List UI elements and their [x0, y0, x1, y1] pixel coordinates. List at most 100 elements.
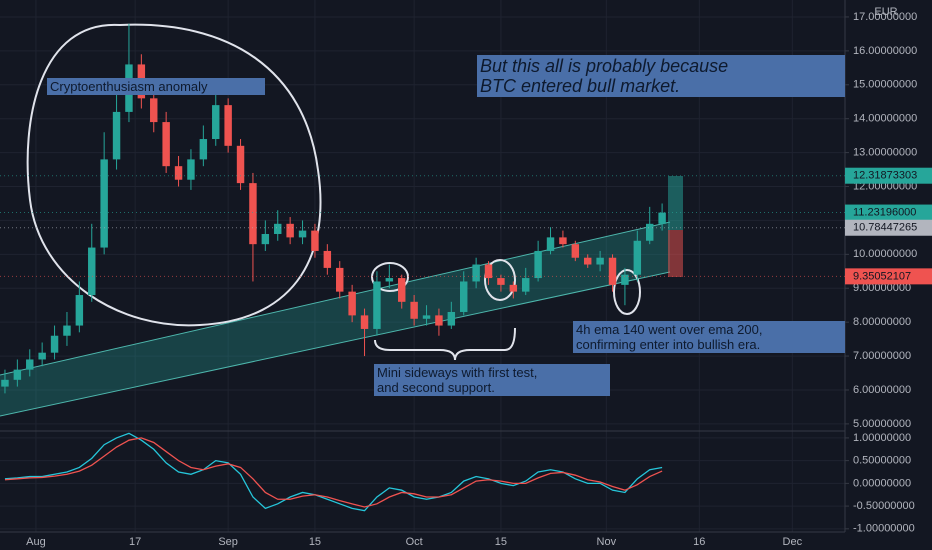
y-tick-label: 10.00000000	[853, 248, 917, 260]
candle-body	[174, 166, 183, 180]
candle-body	[472, 264, 480, 282]
candle-body	[63, 325, 71, 336]
x-tick-label: Sep	[218, 536, 238, 548]
channel-edge	[0, 221, 671, 376]
candle-body	[571, 244, 580, 258]
y-tick-label: 5.00000000	[853, 418, 911, 430]
indicator-line	[4, 437, 663, 508]
candle-body	[447, 311, 456, 326]
drawn-circle	[371, 262, 409, 292]
y-tick-label: 16.00000000	[853, 45, 917, 57]
channel-edge	[0, 271, 671, 417]
candle-body	[583, 257, 592, 265]
price-badge	[845, 268, 932, 285]
candle-body	[26, 359, 34, 370]
currency-label: EUR	[874, 6, 897, 18]
y-tick-label: 14.00000000	[853, 113, 917, 125]
y-tick-label: 7.00000000	[853, 350, 911, 362]
price-badge-label: 11.23196000	[853, 206, 916, 218]
channel	[0, 222, 670, 416]
y-tick-label: 1.00000000	[853, 432, 911, 444]
candle-body	[410, 301, 418, 319]
candle-body	[484, 264, 493, 279]
price-badge	[845, 204, 932, 221]
candle-body	[336, 267, 344, 292]
candle-body	[460, 281, 468, 312]
annotation: 4h ema 140 went over ema 200, confirming…	[573, 321, 845, 353]
y-tick-label: 17.00000000	[853, 11, 917, 23]
candle-body	[373, 281, 381, 329]
y-tick-label: 0.50000000	[853, 455, 911, 467]
annotation: Cryptoenthusiasm anomaly	[47, 78, 265, 95]
target-zone	[668, 176, 683, 230]
candle-body	[348, 291, 356, 316]
price-badge	[845, 219, 932, 236]
candle-body	[645, 223, 654, 241]
candle-body	[50, 335, 59, 353]
y-tick-label: 15.00000000	[853, 79, 917, 91]
candle-body	[546, 237, 555, 251]
candle-body	[658, 212, 666, 224]
drawn-circle	[26, 23, 322, 327]
price-badge-label: 9.35052107	[853, 270, 911, 282]
candle-body	[224, 105, 232, 146]
candle-body	[38, 352, 46, 360]
y-tick-label: 8.00000000	[853, 316, 911, 328]
candle-body	[608, 257, 617, 285]
candle-body	[88, 247, 96, 296]
stop-zone	[668, 230, 683, 277]
candle-body	[187, 159, 195, 180]
x-tick-label: Nov	[597, 536, 617, 548]
candle-body	[360, 315, 369, 329]
candle-body	[385, 278, 394, 282]
drawn-brace	[374, 327, 516, 361]
y-tick-label: 0.00000000	[853, 477, 911, 489]
candle-body	[522, 278, 530, 292]
candle-body	[199, 139, 208, 160]
drawn-circle	[613, 269, 641, 315]
candle-body	[1, 379, 9, 387]
y-tick-label: -1.00000000	[853, 523, 915, 535]
y-tick-label: -0.50000000	[853, 500, 915, 512]
candle-body	[398, 278, 406, 302]
price-badge-label: 10.78447265	[853, 222, 917, 234]
candle-body	[323, 250, 332, 268]
candle-body	[435, 315, 443, 326]
y-tick-label: 13.00000000	[853, 147, 917, 159]
candle-body	[236, 145, 245, 184]
indicator-line	[4, 432, 663, 512]
candle-body	[497, 278, 505, 285]
annotation: But this all is probably because BTC ent…	[477, 55, 845, 97]
candle-body	[261, 233, 270, 245]
candle-body	[298, 230, 307, 238]
candle-body	[559, 237, 567, 245]
price-badge	[845, 167, 932, 184]
candle-body	[534, 250, 542, 279]
candle-body	[311, 230, 319, 251]
candle-body	[13, 369, 22, 380]
candle-body	[162, 122, 170, 167]
x-tick-label: Oct	[406, 536, 423, 548]
x-tick-label: 16	[693, 536, 705, 548]
candle-body	[509, 284, 518, 292]
candle-body	[75, 295, 84, 326]
candle-body	[621, 274, 629, 285]
x-tick-label: 17	[129, 536, 141, 548]
candle-body	[286, 223, 294, 238]
candle-body	[596, 257, 604, 265]
candle-body	[633, 240, 642, 275]
candle-body	[212, 105, 220, 140]
x-tick-label: Aug	[26, 536, 46, 548]
candle-body	[112, 111, 121, 160]
candle-body	[422, 315, 431, 319]
candle-body	[249, 183, 257, 245]
annotation: Mini sideways with first test, and secon…	[374, 364, 610, 396]
candle-body	[150, 98, 158, 123]
price-badge-label: 12.31873303	[853, 170, 917, 182]
candle-body	[274, 223, 282, 234]
y-tick-label: 6.00000000	[853, 384, 911, 396]
candle-body	[100, 159, 108, 248]
x-tick-label: 15	[309, 536, 321, 548]
